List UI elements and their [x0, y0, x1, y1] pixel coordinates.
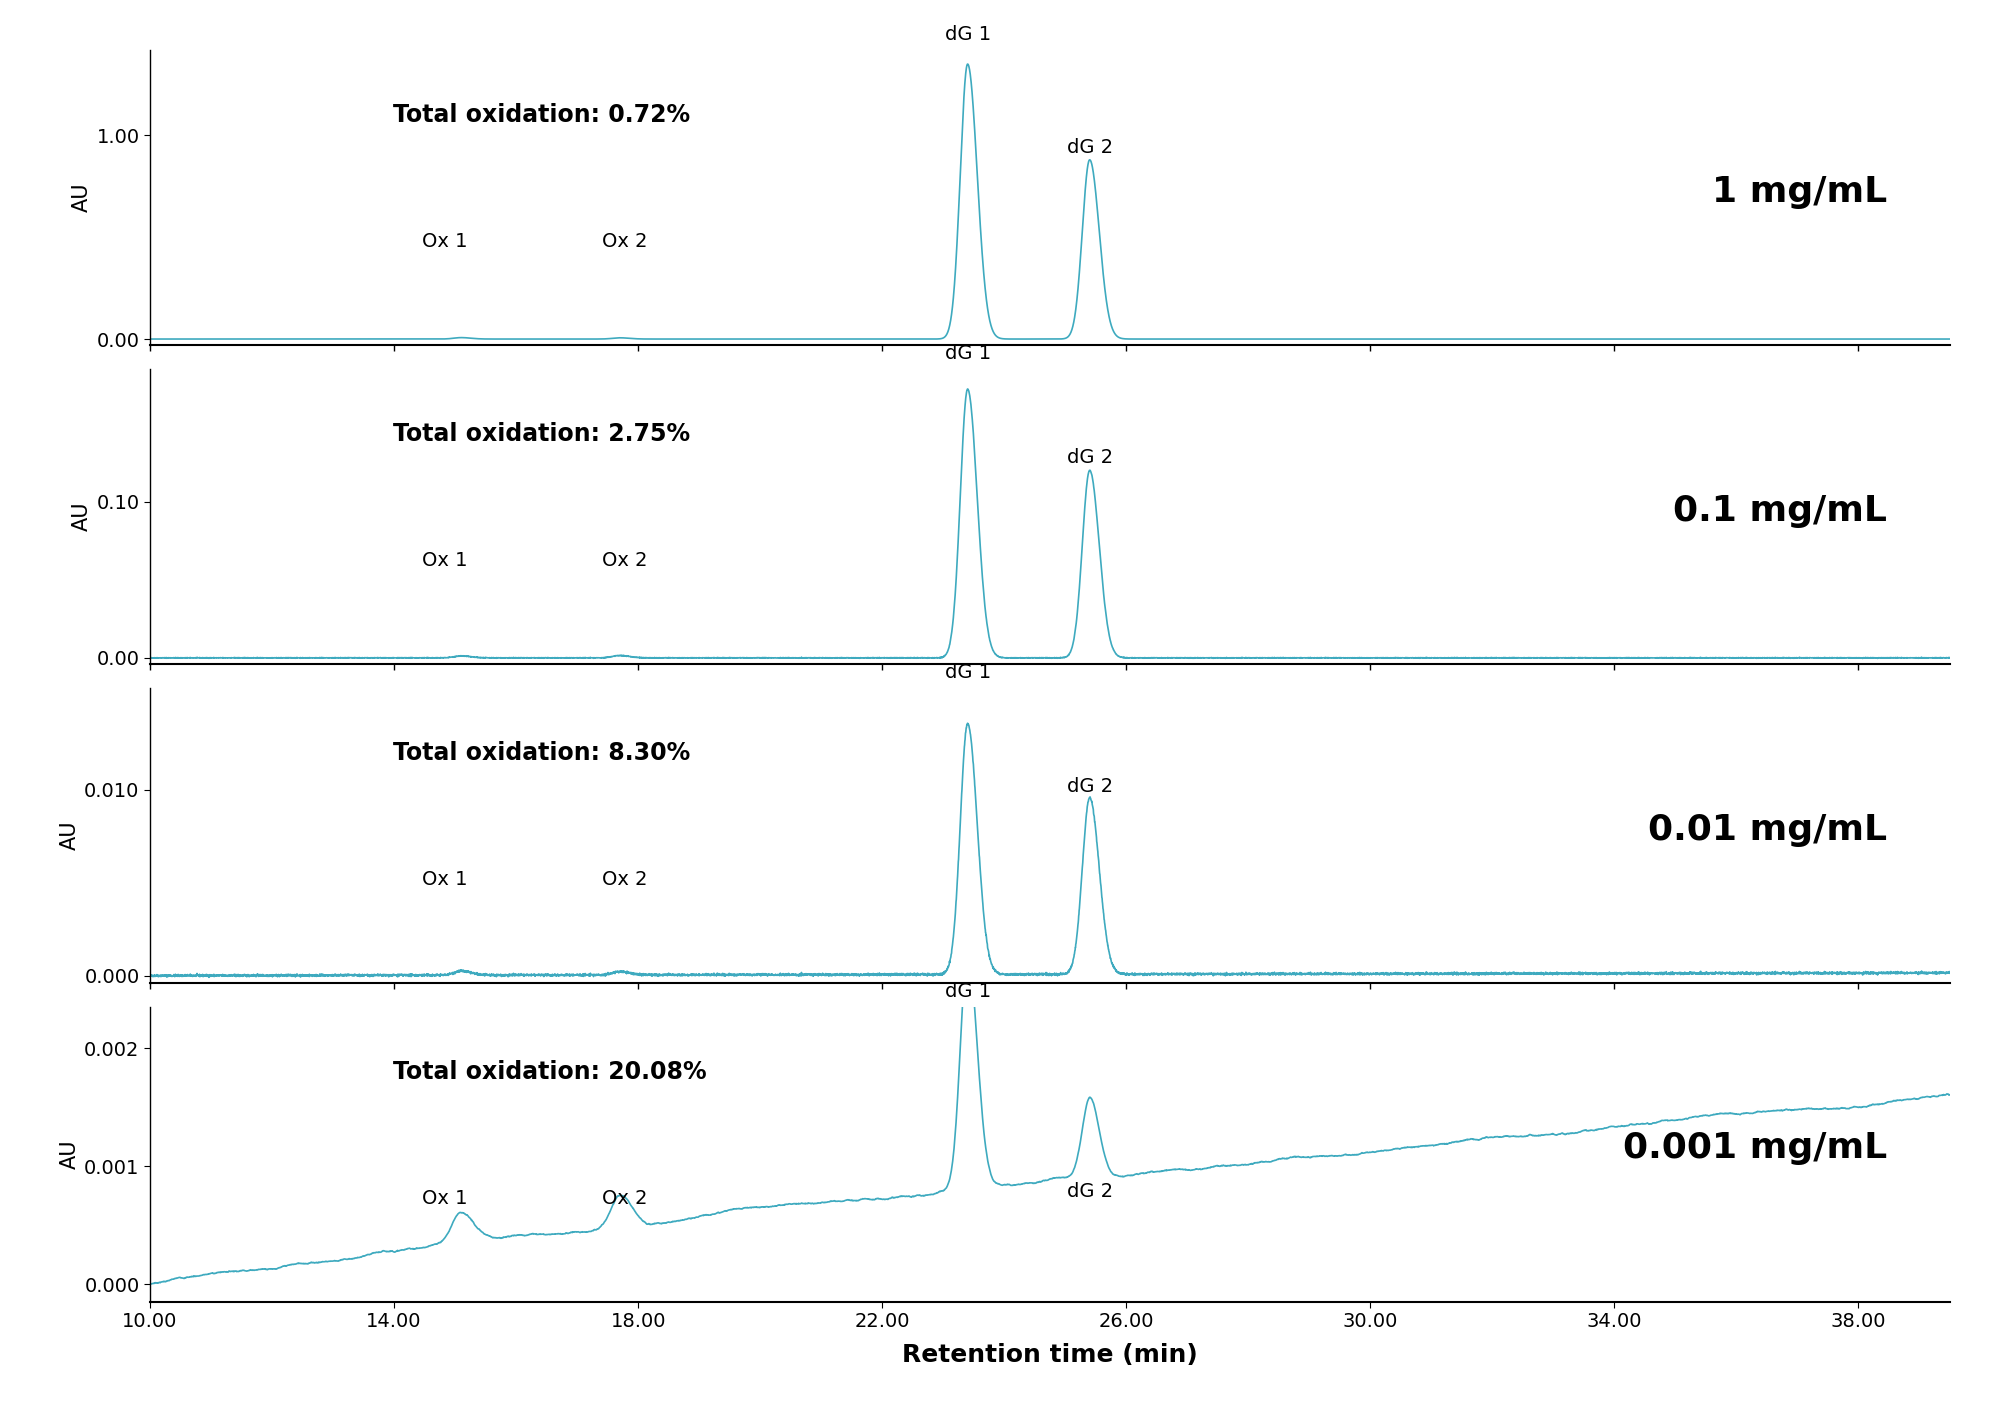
Text: Ox 1: Ox 1: [422, 1188, 468, 1208]
X-axis label: Retention time (min): Retention time (min): [902, 1342, 1198, 1366]
Text: Total oxidation: 2.75%: Total oxidation: 2.75%: [392, 423, 690, 445]
Text: dG 1: dG 1: [944, 24, 990, 44]
Text: 0.001 mg/mL: 0.001 mg/mL: [1622, 1131, 1888, 1165]
Text: dG 1: dG 1: [944, 663, 990, 682]
Text: Total oxidation: 20.08%: Total oxidation: 20.08%: [392, 1060, 706, 1084]
Text: Ox 2: Ox 2: [602, 1188, 648, 1208]
Text: Ox 2: Ox 2: [602, 232, 648, 250]
Text: dG 2: dG 2: [1066, 1183, 1112, 1201]
Text: dG 2: dG 2: [1066, 448, 1112, 467]
Text: Total oxidation: 8.30%: Total oxidation: 8.30%: [392, 741, 690, 766]
Text: dG 2: dG 2: [1066, 777, 1112, 797]
Y-axis label: AU: AU: [60, 1140, 80, 1170]
Text: Ox 1: Ox 1: [422, 551, 468, 569]
Y-axis label: AU: AU: [72, 502, 92, 531]
Text: dG 2: dG 2: [1066, 138, 1112, 157]
Text: Ox 1: Ox 1: [422, 869, 468, 888]
Y-axis label: AU: AU: [60, 821, 80, 850]
Text: Ox 2: Ox 2: [602, 551, 648, 569]
Text: Total oxidation: 0.72%: Total oxidation: 0.72%: [392, 102, 690, 127]
Text: Ox 1: Ox 1: [422, 232, 468, 250]
Text: Ox 2: Ox 2: [602, 869, 648, 888]
Text: dG 1: dG 1: [944, 344, 990, 363]
Text: 0.01 mg/mL: 0.01 mg/mL: [1648, 813, 1888, 847]
Text: dG 1: dG 1: [944, 982, 990, 1000]
Text: 1 mg/mL: 1 mg/mL: [1712, 175, 1888, 209]
Text: 0.1 mg/mL: 0.1 mg/mL: [1674, 494, 1888, 528]
Y-axis label: AU: AU: [72, 182, 92, 212]
